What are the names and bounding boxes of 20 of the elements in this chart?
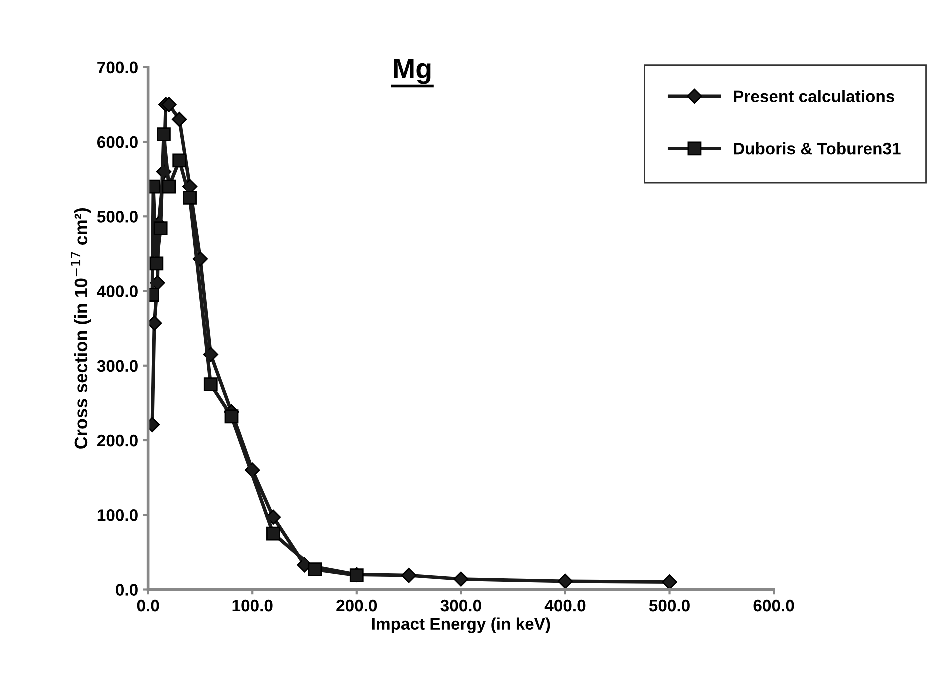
y-tick-label: 700.0 [98, 62, 138, 74]
x-tick-label: 600.0 [754, 600, 794, 612]
legend-label: Present calculations [734, 90, 894, 103]
y-tick-label: 300.0 [97, 360, 138, 372]
legend-label: Duboris & Toburen31 [734, 142, 901, 155]
y-tick-label: 600.0 [98, 136, 138, 148]
x-tick-label: 400.0 [544, 600, 586, 612]
y-tick-label: 200.0 [97, 434, 138, 447]
y-tick-label: 400.0 [97, 286, 138, 298]
x-tick-label: 100.0 [232, 600, 273, 612]
x-axis-title: Impact Energy (in keV) [372, 618, 550, 634]
y-tick-label: 500.0 [97, 211, 138, 223]
chart-title: Mg [394, 59, 431, 84]
y-axis-title: Cross section (in 10$^{−17}$ cm²) [71, 208, 92, 449]
x-tick-label: 0.0 [137, 600, 160, 612]
y-tick-label: 0.0 [116, 584, 138, 596]
x-tick-label: 500.0 [649, 600, 690, 612]
y-tick-label: 100.0 [98, 510, 138, 522]
x-tick-label: 200.0 [336, 600, 378, 612]
x-tick-label: 300.0 [440, 600, 482, 612]
